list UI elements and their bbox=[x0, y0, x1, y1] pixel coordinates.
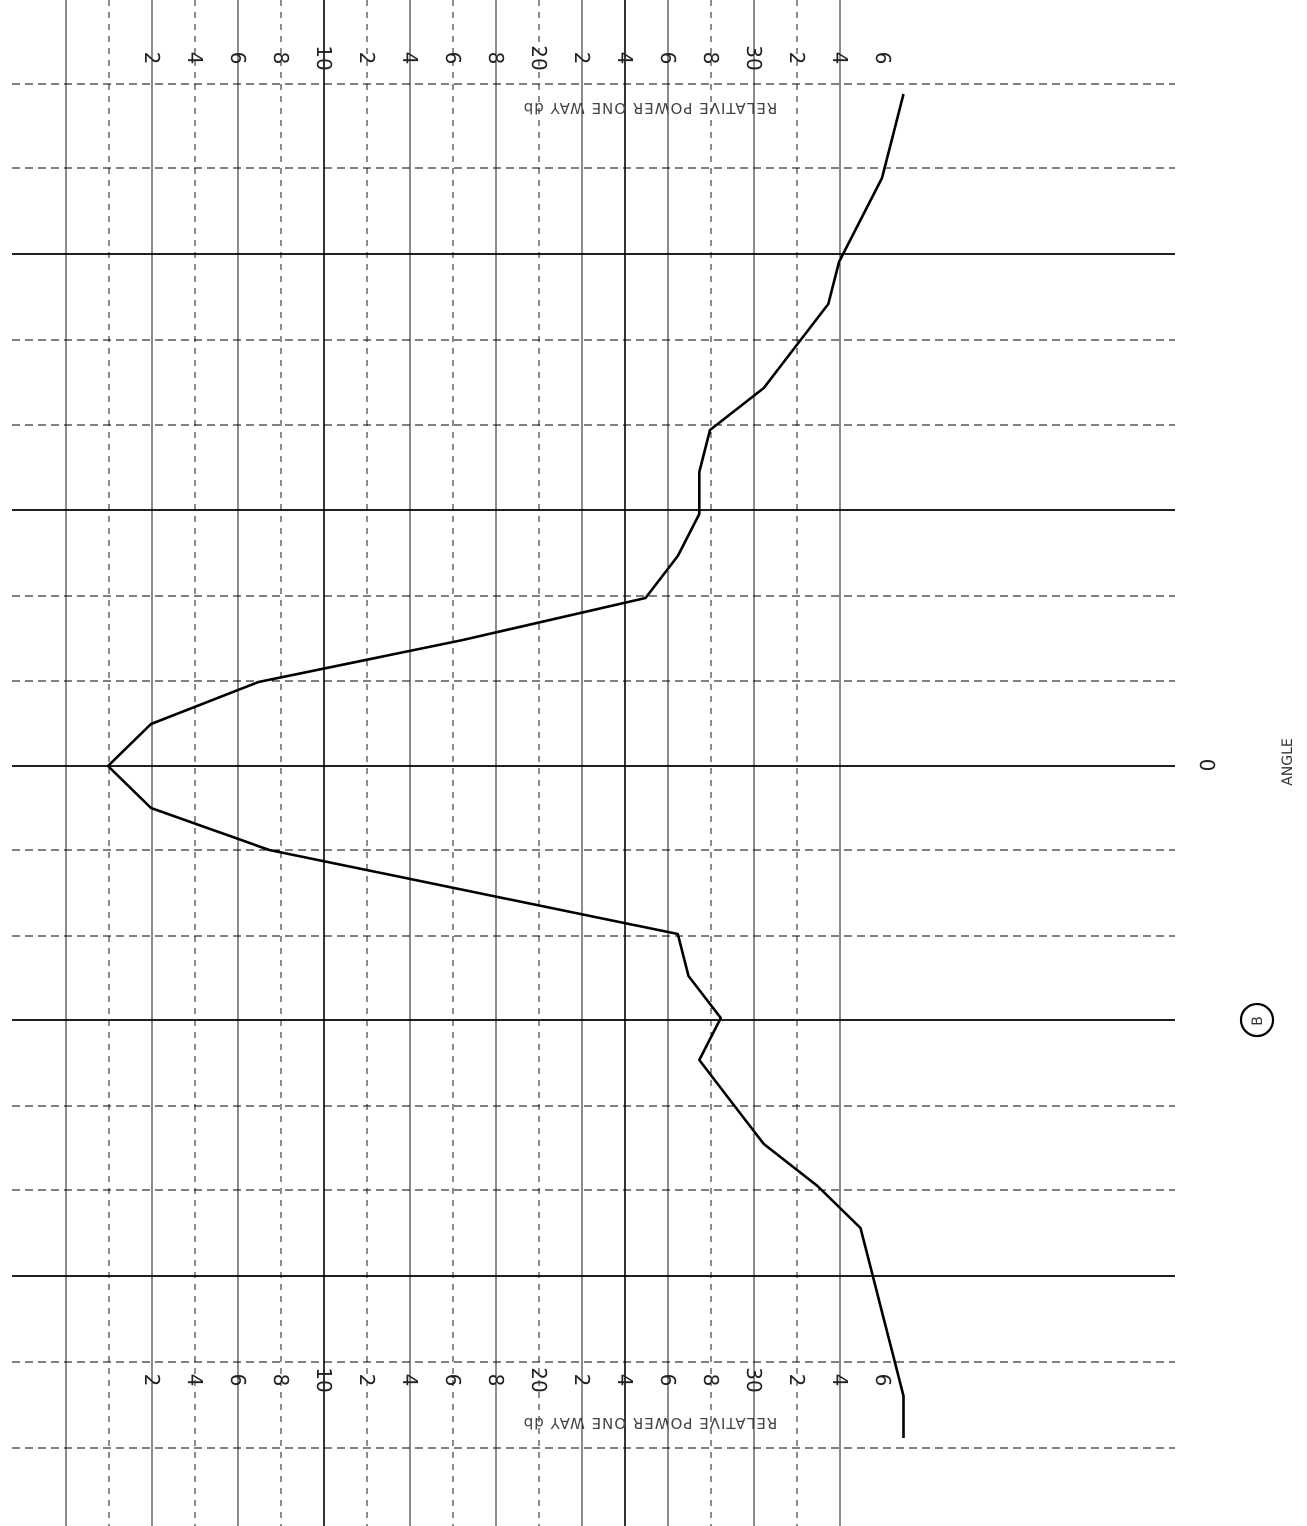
top-tick-label: 6 bbox=[871, 52, 895, 65]
highlighted-marker: B bbox=[1239, 1002, 1275, 1038]
highlighted-marker-label: B bbox=[1250, 1016, 1266, 1026]
bottom-tick-label: 30 bbox=[742, 1367, 766, 1392]
top-tick-label: 8 bbox=[699, 52, 723, 65]
bottom-axis-label: RELATIVE POWER ONE WAY db bbox=[523, 1414, 778, 1432]
angle-axis-label: ANGLE bbox=[1280, 738, 1296, 786]
top-tick-label: 10 bbox=[312, 45, 336, 70]
top-tick-label: 2 bbox=[140, 52, 164, 65]
series-pattern-line bbox=[106, 93, 905, 1438]
top-tick-label: 4 bbox=[183, 52, 207, 65]
top-tick-label: 8 bbox=[484, 52, 508, 65]
bottom-tick-label: 20 bbox=[527, 1367, 551, 1392]
angle-zero-label: 0 bbox=[1196, 759, 1220, 772]
bottom-tick-labels: 2 4 6 8 10 2 4 6 8 20 2 4 6 8 30 2 4 6 bbox=[140, 1367, 895, 1392]
bottom-tick-label: 2 bbox=[785, 1374, 809, 1387]
top-tick-label: 4 bbox=[398, 52, 422, 65]
top-axis-label: RELATIVE POWER ONE WAY db bbox=[523, 99, 778, 117]
top-tick-label: 4 bbox=[828, 52, 852, 65]
bottom-tick-label: 10 bbox=[312, 1367, 336, 1392]
bottom-tick-label: 4 bbox=[613, 1374, 637, 1387]
top-tick-label: 6 bbox=[656, 52, 680, 65]
bottom-tick-label: 2 bbox=[570, 1374, 594, 1387]
bottom-tick-label: 8 bbox=[269, 1374, 293, 1387]
bottom-tick-label: 6 bbox=[441, 1374, 465, 1387]
bottom-tick-label: 8 bbox=[699, 1374, 723, 1387]
top-tick-label: 20 bbox=[527, 45, 551, 70]
top-tick-label: 2 bbox=[355, 52, 379, 65]
top-tick-label: 6 bbox=[441, 52, 465, 65]
bottom-tick-label: 2 bbox=[140, 1374, 164, 1387]
top-tick-label: 30 bbox=[742, 45, 766, 70]
top-tick-label: 8 bbox=[269, 52, 293, 65]
bottom-tick-label: 6 bbox=[226, 1374, 250, 1387]
top-tick-label: 4 bbox=[613, 52, 637, 65]
bottom-tick-label: 6 bbox=[656, 1374, 680, 1387]
bottom-tick-label: 4 bbox=[828, 1374, 852, 1387]
top-tick-label: 2 bbox=[785, 52, 809, 65]
top-tick-label: 6 bbox=[226, 52, 250, 65]
bottom-tick-label: 4 bbox=[398, 1374, 422, 1387]
bottom-tick-label: 8 bbox=[484, 1374, 508, 1387]
top-tick-label: 2 bbox=[570, 52, 594, 65]
bottom-tick-label: 6 bbox=[871, 1374, 895, 1387]
bottom-tick-label: 4 bbox=[183, 1374, 207, 1387]
bottom-tick-label: 2 bbox=[355, 1374, 379, 1387]
top-tick-labels: 2 4 6 8 10 2 4 6 8 20 2 4 6 8 30 2 4 6 bbox=[140, 45, 895, 70]
grid bbox=[12, 0, 1175, 1526]
